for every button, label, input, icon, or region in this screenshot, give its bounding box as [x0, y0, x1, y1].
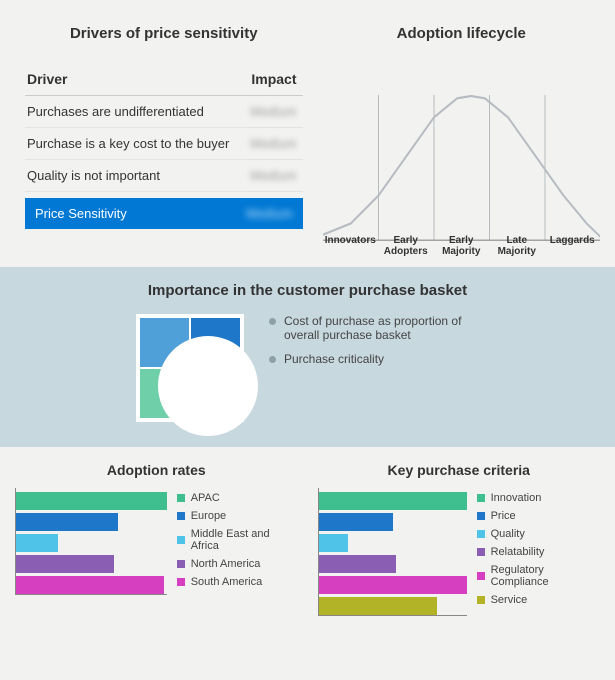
legend-swatch [177, 578, 185, 586]
legend-label: Price [491, 510, 516, 522]
lifecycle-stage-label: LateMajority [489, 235, 545, 257]
driver-label: Quality is not important [27, 168, 160, 183]
driver-impact: Medium [250, 168, 296, 183]
legend-swatch [477, 548, 485, 556]
legend-swatch [477, 530, 485, 538]
basket-title: Importance in the customer purchase bask… [20, 282, 595, 299]
lifecycle-panel: Adoption lifecycle InnovatorsEarlyAdopte… [323, 25, 601, 257]
basket-content: Cost of purchase as proportion of overal… [20, 314, 595, 422]
bar [319, 576, 467, 594]
basket-legend-label: Cost of purchase as proportion of overal… [284, 314, 479, 342]
bar [319, 492, 467, 510]
drivers-row: Purchases are undifferentiated Medium [25, 96, 303, 128]
legend-swatch [177, 536, 185, 544]
basket-panel: Importance in the customer purchase bask… [0, 267, 615, 447]
driver-label: Purchases are undifferentiated [27, 104, 204, 119]
lifecycle-svg [323, 67, 601, 257]
basket-position-dot [158, 336, 258, 436]
adoption-rates-title: Adoption rates [15, 462, 298, 478]
bullet-icon [269, 318, 276, 325]
drivers-panel: Drivers of price sensitivity Driver Impa… [25, 25, 303, 257]
lifecycle-stage-label: Innovators [323, 235, 379, 257]
adoption-rates-panel: Adoption rates APAC Europe Middle East and… [15, 462, 298, 616]
legend-swatch [177, 494, 185, 502]
legend-item: Service [477, 594, 600, 606]
adoption-rates-chart [15, 488, 167, 595]
top-row: Drivers of price sensitivity Driver Impa… [0, 0, 615, 267]
drivers-title: Drivers of price sensitivity [25, 25, 303, 42]
legend-item: APAC [177, 492, 298, 504]
driver-impact: Medium [250, 104, 296, 119]
drivers-highlight-impact: Medium [246, 206, 292, 221]
driver-impact: Medium [250, 136, 296, 151]
basket-quadrant-frame [136, 314, 244, 422]
bar [319, 597, 437, 615]
bar [16, 576, 164, 594]
drivers-head-driver: Driver [27, 71, 67, 87]
legend-label: Quality [491, 528, 525, 540]
lifecycle-labels: InnovatorsEarlyAdoptersEarlyMajorityLate… [323, 235, 601, 257]
purchase-criteria-panel: Key purchase criteria Innovation Price Qua… [318, 462, 601, 616]
legend-swatch [177, 512, 185, 520]
lifecycle-chart: InnovatorsEarlyAdoptersEarlyMajorityLate… [323, 67, 601, 257]
drivers-row: Quality is not important Medium [25, 160, 303, 192]
legend-label: Europe [191, 510, 226, 522]
legend-item: Quality [477, 528, 600, 540]
bar [16, 513, 118, 531]
legend-swatch [177, 560, 185, 568]
purchase-criteria-legend: Innovation Price Quality Relatability Regula… [477, 488, 600, 616]
bar [16, 492, 167, 510]
bar [319, 534, 349, 552]
legend-item: South America [177, 576, 298, 588]
drivers-head-impact: Impact [251, 71, 296, 87]
legend-swatch [477, 494, 485, 502]
legend-swatch [477, 512, 485, 520]
bar [16, 534, 58, 552]
basket-legend-item: Purchase criticality [269, 352, 479, 366]
legend-label: South America [191, 576, 263, 588]
legend-item: Innovation [477, 492, 600, 504]
drivers-highlight-row: Price Sensitivity Medium [25, 198, 303, 229]
bar [319, 513, 393, 531]
legend-item: Price [477, 510, 600, 522]
driver-label: Purchase is a key cost to the buyer [27, 136, 229, 151]
legend-label: Service [491, 594, 528, 606]
legend-label: Regulatory Compliance [491, 564, 600, 588]
bar [319, 555, 396, 573]
drivers-row: Purchase is a key cost to the buyer Mediu… [25, 128, 303, 160]
lifecycle-stage-label: EarlyAdopters [378, 235, 434, 257]
drivers-table-head: Driver Impact [25, 67, 303, 96]
lifecycle-stage-label: Laggards [545, 235, 601, 257]
legend-label: North America [191, 558, 261, 570]
bottom-row: Adoption rates APAC Europe Middle East and… [0, 447, 615, 631]
legend-item: Regulatory Compliance [477, 564, 600, 588]
legend-label: Innovation [491, 492, 542, 504]
lifecycle-stage-label: EarlyMajority [434, 235, 490, 257]
adoption-rates-legend: APAC Europe Middle East and Africa North Am… [177, 488, 298, 595]
drivers-highlight-label: Price Sensitivity [35, 206, 127, 221]
basket-legend-item: Cost of purchase as proportion of overal… [269, 314, 479, 342]
purchase-criteria-title: Key purchase criteria [318, 462, 601, 478]
basket-quadrant [140, 318, 240, 418]
legend-item: Relatability [477, 546, 600, 558]
legend-item: North America [177, 558, 298, 570]
legend-swatch [477, 596, 485, 604]
basket-legend-label: Purchase criticality [284, 352, 384, 366]
legend-swatch [477, 572, 485, 580]
legend-item: Europe [177, 510, 298, 522]
bullet-icon [269, 356, 276, 363]
purchase-criteria-chart [318, 488, 467, 616]
legend-label: Middle East and Africa [191, 528, 298, 552]
legend-label: Relatability [491, 546, 545, 558]
bar [16, 555, 114, 573]
lifecycle-title: Adoption lifecycle [323, 25, 601, 42]
basket-legend: Cost of purchase as proportion of overal… [269, 314, 479, 376]
drivers-table: Driver Impact Purchases are undifferenti… [25, 67, 303, 229]
legend-label: APAC [191, 492, 220, 504]
legend-item: Middle East and Africa [177, 528, 298, 552]
